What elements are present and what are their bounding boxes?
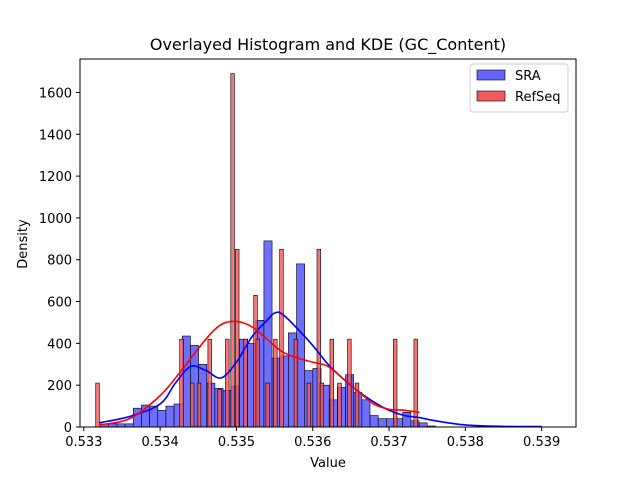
refseq-bar bbox=[319, 382, 325, 428]
refseq-bar bbox=[217, 389, 222, 428]
y-tick-label: 800 bbox=[47, 254, 72, 269]
y-tick-label: 1400 bbox=[39, 128, 72, 143]
refseq-bar bbox=[190, 382, 195, 428]
refseq-bar bbox=[273, 338, 278, 428]
axes-frame bbox=[79, 58, 577, 428]
refseq-kde-line bbox=[98, 320, 420, 426]
sra-bar bbox=[377, 418, 387, 428]
legend: SRA RefSeq bbox=[469, 63, 569, 113]
refseq-bar bbox=[265, 382, 270, 428]
sra-bar bbox=[402, 412, 412, 428]
x-axis-label: Value bbox=[310, 456, 346, 471]
legend-label-refseq: RefSeq bbox=[515, 90, 561, 105]
y-tick-label: 1000 bbox=[39, 212, 72, 227]
y-tick-label: 400 bbox=[47, 337, 72, 352]
y-tick-label: 600 bbox=[47, 296, 72, 311]
x-axis-ticks: 0.533 0.534 0.535 0.536 0.537 0.538 0.539 bbox=[65, 427, 560, 450]
sra-bar bbox=[165, 405, 175, 428]
refseq-bar bbox=[179, 338, 184, 428]
refseq-bar bbox=[207, 338, 212, 428]
plot-area bbox=[79, 58, 577, 428]
sra-bar bbox=[369, 415, 379, 428]
y-axis-ticks: 0 200 400 600 800 1000 1200 1400 1600 bbox=[39, 86, 80, 436]
x-tick-label: 0.534 bbox=[142, 435, 179, 450]
refseq-bar bbox=[279, 248, 284, 428]
refseq-bar bbox=[337, 382, 342, 428]
legend-swatch-sra bbox=[476, 69, 506, 81]
sra-kde-line bbox=[98, 311, 542, 428]
y-axis-label: Density bbox=[16, 219, 31, 269]
sra-bar bbox=[132, 407, 142, 428]
x-tick-label: 0.535 bbox=[218, 435, 255, 450]
x-tick-label: 0.536 bbox=[294, 435, 331, 450]
sra-bar bbox=[361, 399, 371, 428]
y-tick-label: 0 bbox=[64, 421, 72, 436]
legend-label-sra: SRA bbox=[515, 69, 541, 84]
x-tick-label: 0.539 bbox=[523, 435, 560, 450]
x-tick-label: 0.538 bbox=[447, 435, 484, 450]
sra-bar bbox=[418, 422, 428, 428]
refseq-bar bbox=[230, 73, 235, 428]
x-tick-label: 0.533 bbox=[65, 435, 102, 450]
x-tick-label: 0.537 bbox=[370, 435, 407, 450]
refseq-bar bbox=[243, 338, 248, 428]
sra-bar bbox=[157, 409, 167, 428]
refseq-bar bbox=[255, 338, 260, 428]
refseq-bar bbox=[225, 338, 230, 428]
refseq-bar bbox=[95, 382, 100, 428]
y-tick-label: 1600 bbox=[39, 86, 72, 101]
legend-swatch-refseq bbox=[476, 90, 506, 102]
refseq-bar bbox=[293, 338, 299, 428]
chart-title: Overlayed Histogram and KDE (GC_Content) bbox=[150, 35, 506, 55]
plot-background bbox=[80, 59, 576, 427]
y-tick-label: 1200 bbox=[39, 170, 72, 185]
refseq-bar bbox=[306, 382, 312, 428]
refseq-bar bbox=[329, 338, 334, 428]
refseq-bar bbox=[196, 382, 202, 428]
refseq-bar bbox=[235, 248, 240, 428]
y-tick-label: 200 bbox=[47, 379, 72, 394]
refseq-bar bbox=[413, 338, 418, 428]
